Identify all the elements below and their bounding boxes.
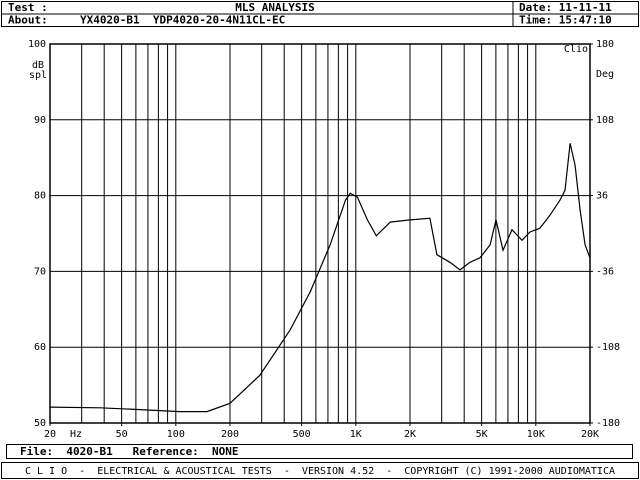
plot-border	[49, 43, 591, 424]
x-tick-label: 100	[167, 429, 185, 440]
x-tick-label: 10K	[527, 429, 545, 440]
about-text: YX4020-B1 YDP4020-20-4N11CL-EC	[80, 14, 285, 27]
y2-tick-label: 36	[596, 191, 608, 202]
y-tick-label: 100	[28, 39, 46, 50]
x-tick-label: 20	[44, 429, 56, 440]
y-tick-label: 50	[34, 418, 46, 429]
y-tick-label: 90	[34, 115, 46, 126]
test-label: Test :	[8, 1, 48, 14]
x-tick-label: 1K	[350, 429, 362, 440]
y2-tick-label: 180	[596, 39, 614, 50]
y2-tick-label: -108	[596, 342, 620, 353]
x-axis-label: Hz	[70, 429, 82, 440]
y2-tick-label: -36	[596, 266, 614, 277]
y2-tick-label: 108	[596, 115, 614, 126]
footer-box	[6, 444, 633, 459]
x-tick-label: 5K	[476, 429, 488, 440]
x-tick-label: 2K	[404, 429, 416, 440]
response-curve	[49, 143, 591, 413]
status-box	[1, 462, 639, 479]
y-tick-label: 80	[34, 191, 46, 202]
x-tick-label: 50	[116, 429, 128, 440]
y2-axis-label: Deg	[596, 69, 614, 80]
analysis-title: MLS ANALYSIS	[235, 1, 314, 14]
y-tick-label: 70	[34, 266, 46, 277]
y-tick-label: 60	[34, 342, 46, 353]
y2-tick-label: -180	[596, 418, 620, 429]
x-tick-label: 500	[293, 429, 311, 440]
watermark: Clio	[564, 44, 588, 55]
date: Date: 11-11-11	[519, 1, 612, 14]
status-bar: C L I O - ELECTRICAL & ACOUSTICAL TESTS …	[25, 466, 615, 477]
x-tick-label: 200	[221, 429, 239, 440]
y-axis-label: dB	[32, 60, 44, 71]
time: Time: 15:47:10	[519, 14, 612, 27]
file-info: File: 4020-B1 Reference: NONE	[20, 445, 239, 458]
about-label: About:	[8, 14, 48, 27]
y-axis-label: spl	[29, 70, 47, 81]
x-tick-label: 20K	[581, 429, 599, 440]
